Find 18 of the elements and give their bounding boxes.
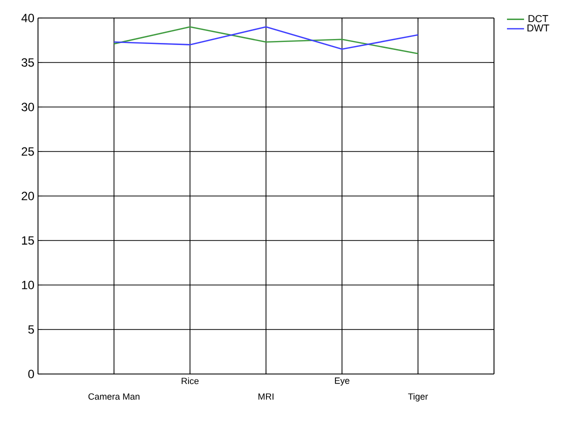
line-series	[113, 26, 419, 50]
legend-label: DCT	[528, 15, 548, 22]
y-tick-label: 30	[22, 102, 34, 112]
legend-label: DWT	[528, 24, 550, 32]
y-tick-label: 25	[22, 147, 34, 156]
y-tick-label: 10	[22, 280, 34, 290]
x-tick-label: Rice	[182, 378, 199, 384]
y-tick-label: 35	[22, 58, 34, 67]
x-tick-label: MRI	[258, 393, 274, 400]
y-tick-label: 5	[28, 325, 34, 334]
y-tick-label: 15	[22, 236, 34, 245]
x-tick-label: Eye	[334, 378, 350, 386]
x-tick-label: Tiger	[408, 393, 428, 402]
x-tick-label: Camera Man	[88, 393, 140, 400]
y-tick-label: 0	[28, 370, 34, 378]
line-series	[113, 26, 419, 54]
y-tick-label: 20	[22, 192, 34, 200]
y-tick-label: 40	[21, 14, 34, 22]
